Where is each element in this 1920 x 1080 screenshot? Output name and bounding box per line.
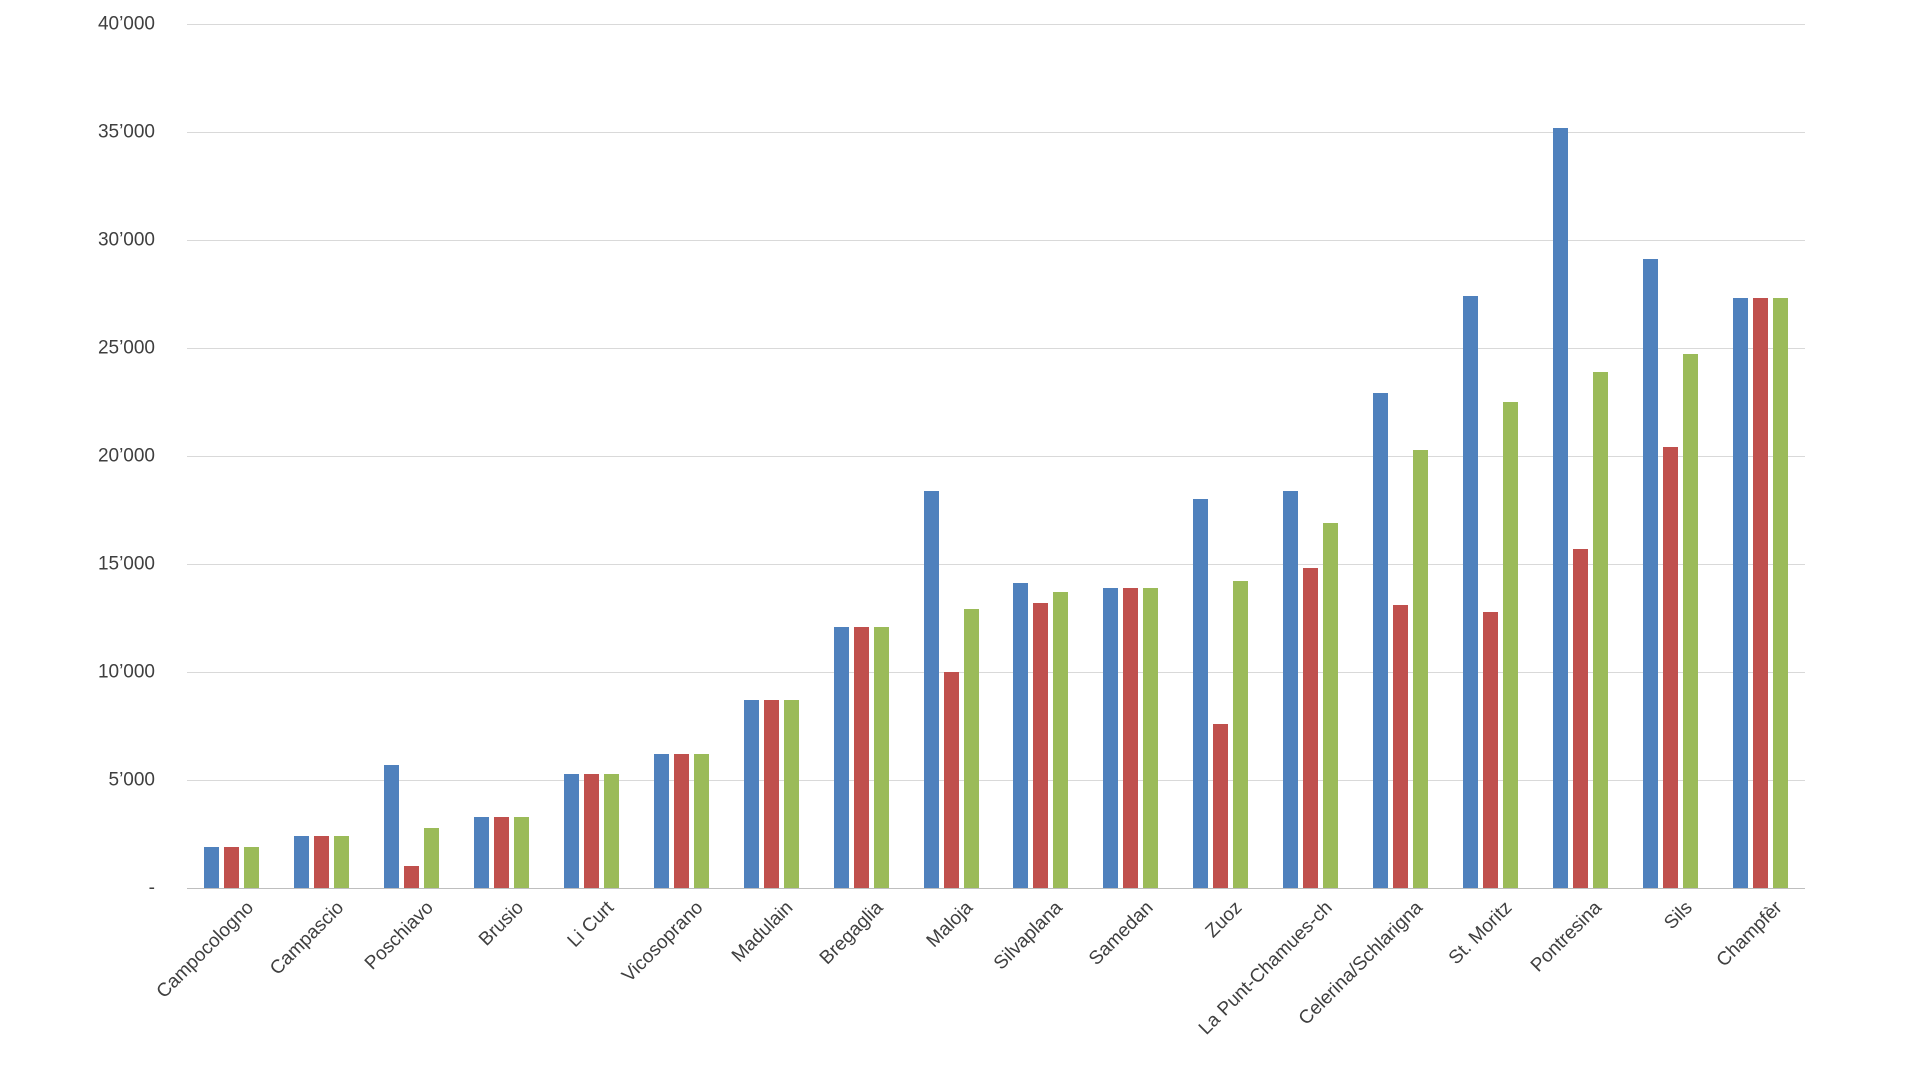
bar-green-la-punt-chamues-ch [1323,523,1339,888]
bar-blue-samedan [1103,588,1119,888]
bar-green-bregaglia [873,627,889,888]
gridline-30000 [187,239,1805,241]
bar-blue-maloja [923,491,939,888]
bar-red-maloja [943,672,959,888]
bar-red-campocologno [224,847,240,888]
bar-blue-sils [1642,259,1658,888]
bar-red-champf-r [1752,298,1768,888]
y-tick-label-0: - [148,877,155,899]
bar-red-poschiavo [404,866,420,888]
bar-blue-silvaplana [1013,583,1029,888]
bar-blue-la-punt-chamues-ch [1283,491,1299,888]
gridline-40000 [187,23,1805,25]
y-tick-label-30000: 30’000 [97,229,155,251]
x-tick-label-li-curt: Li Curt [563,897,618,952]
gridline-20000 [187,455,1805,457]
bar-red-silvaplana [1033,603,1049,888]
bar-blue-li-curt [564,774,579,888]
bar-red-sils [1662,447,1678,888]
bar-green-li-curt [604,774,619,888]
y-tick-label-40000: 40’000 [97,13,155,35]
x-tick-label-silvaplana: Silvaplana [990,897,1068,975]
x-tick-label-maloja: Maloja [922,897,978,952]
bar-red-zuoz [1213,724,1229,888]
bar-blue-champf-r [1732,298,1748,888]
y-tick-label-10000: 10’000 [97,661,155,683]
bar-green-samedan [1143,588,1159,888]
x-tick-label-campascio: Campascio [265,897,348,980]
x-tick-label-poschiavo: Poschiavo [361,897,438,975]
y-tick-label-25000: 25’000 [97,337,155,359]
bar-red-li-curt [584,774,599,888]
gridline-5000 [187,779,1805,781]
bar-blue-campocologno [204,847,220,888]
x-tick-label-brusio: Brusio [474,897,528,951]
bar-blue-celerina-schlarigna [1373,393,1388,888]
bar-red-brusio [494,817,510,888]
bar-green-poschiavo [424,828,440,888]
bar-green-champf-r [1772,298,1788,888]
x-axis-baseline [187,888,1805,889]
bar-green-brusio [514,817,530,888]
x-tick-label-samedan: Samedan [1084,897,1157,970]
bar-blue-poschiavo [384,765,400,888]
bar-blue-pontresina [1552,128,1568,888]
bar-red-celerina-schlarigna [1393,605,1408,888]
bar-green-campocologno [244,847,260,888]
gridline-35000 [187,131,1805,133]
x-tick-label-st-moritz: St. Moritz [1444,897,1517,969]
bar-red-st-moritz [1482,612,1498,888]
bar-green-pontresina [1592,372,1608,888]
x-tick-label-vicosoprano: Vicosoprano [618,897,708,987]
bar-red-bregaglia [853,627,869,888]
bar-red-samedan [1123,588,1139,888]
bar-red-pontresina [1572,549,1588,888]
bar-green-campascio [334,836,350,888]
bar-red-vicosoprano [673,754,689,888]
gridline-15000 [187,563,1805,565]
bar-blue-brusio [474,817,490,888]
x-tick-label-pontresina: Pontresina [1527,897,1607,977]
bar-blue-zuoz [1193,499,1209,888]
bar-blue-st-moritz [1462,296,1478,888]
bar-red-campascio [314,836,330,888]
bar-red-madulain [763,700,779,888]
bar-blue-madulain [743,700,759,888]
y-tick-label-35000: 35’000 [97,121,155,143]
x-tick-label-sils: Sils [1659,897,1697,934]
x-tick-label-madulain: Madulain [728,897,798,967]
bar-green-celerina-schlarigna [1413,450,1428,888]
bar-red-la-punt-chamues-ch [1303,568,1319,888]
x-tick-label-zuoz: Zuoz [1202,897,1247,943]
y-tick-label-20000: 20’000 [97,445,155,467]
y-tick-label-15000: 15’000 [97,553,155,575]
gridline-25000 [187,347,1805,349]
bar-blue-campascio [294,836,310,888]
x-tick-label-bregaglia: Bregaglia [815,897,888,969]
x-tick-label-champf-r: Champfèr [1712,897,1787,972]
bar-green-st-moritz [1502,402,1518,888]
bar-blue-bregaglia [833,627,849,888]
bar-green-vicosoprano [693,754,709,888]
bar-green-silvaplana [1053,592,1069,888]
bar-green-maloja [963,609,979,888]
gridline-10000 [187,671,1805,673]
y-tick-label-5000: 5’000 [108,769,156,791]
bar-green-zuoz [1233,581,1249,888]
x-tick-label-campocologno: Campocologno [152,897,259,1003]
bar-green-sils [1682,354,1698,888]
bar-blue-vicosoprano [653,754,669,888]
bar-green-madulain [783,700,799,888]
